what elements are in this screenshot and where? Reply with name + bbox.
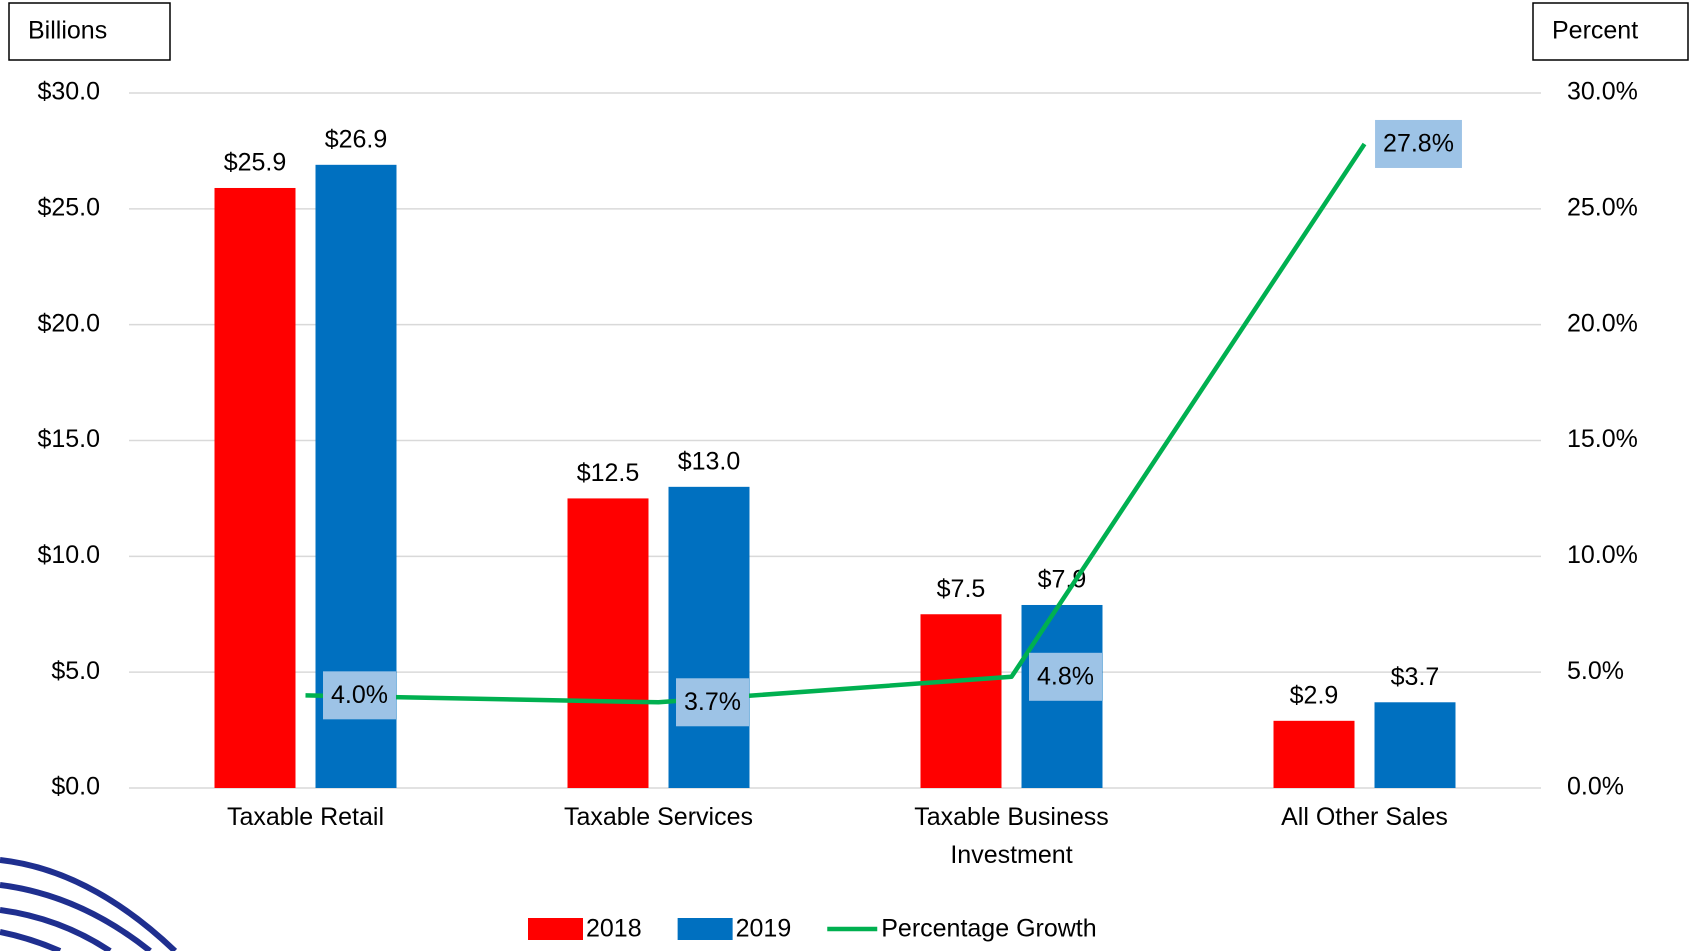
bar-value-label: $12.5 [577, 459, 640, 487]
legend-label: 2018 [586, 915, 642, 943]
legend-swatch [677, 918, 733, 940]
x-tick-label: Taxable Business Investment [914, 803, 1109, 869]
y-tick-label: $10.0 [37, 541, 100, 569]
legend-label: 2019 [736, 915, 792, 943]
logo-decoration [0, 857, 178, 951]
bar-value-label: $13.0 [678, 447, 741, 475]
bar [214, 187, 296, 788]
y-tick-label: $15.0 [37, 425, 100, 453]
line-value-label-group: 27.8% [1375, 119, 1462, 168]
bar [920, 614, 1002, 788]
y-tick-label: $30.0 [37, 78, 100, 106]
line-value-label: 4.0% [331, 681, 388, 709]
line-value-label-group: 3.7% [676, 678, 749, 727]
y2-tick-label: 30.0% [1567, 78, 1638, 106]
line-value-label-group: 4.0% [323, 671, 396, 720]
legend-swatch [528, 918, 583, 940]
line-value-label-group: 4.8% [1029, 652, 1102, 701]
line-value-label-box [323, 671, 396, 720]
x-tick-label: Taxable Retail [226, 803, 385, 831]
y2-tick-label: 0.0% [1567, 773, 1624, 801]
y2-tick-label: 15.0% [1567, 425, 1638, 453]
y-tick-label: $5.0 [51, 657, 100, 685]
bar [1374, 702, 1456, 788]
y2-tick-label: 25.0% [1567, 193, 1638, 221]
bar-value-label: $3.7 [1391, 663, 1440, 691]
y2-tick-label: 20.0% [1567, 309, 1638, 337]
bar-value-label: $2.9 [1290, 681, 1339, 709]
legend: 2018 2019 Percentage Growth [528, 915, 1097, 943]
line-value-label-box [1375, 119, 1462, 168]
y-axis-label: Billions [28, 17, 107, 45]
y2-axis-label-box [1532, 2, 1689, 61]
line-value-label: 27.8% [1383, 130, 1454, 158]
bar [1273, 720, 1355, 788]
line-value-label: 3.7% [684, 688, 741, 716]
y-tick-label: $0.0 [51, 773, 100, 801]
legend-label: Percentage Growth [881, 915, 1096, 943]
y-tick-label: $25.0 [37, 193, 100, 221]
line-value-label: 4.8% [1037, 662, 1094, 690]
bar [668, 486, 750, 788]
bar-value-label: $7.9 [1038, 566, 1087, 594]
y2-axis-label: Percent [1552, 17, 1638, 45]
x-tick-label: Taxable Services [564, 803, 753, 831]
bar-value-label: $25.9 [224, 149, 287, 177]
bar-value-label: $7.5 [937, 575, 986, 603]
line-value-label-box [1029, 652, 1102, 701]
y2-tick-label: 5.0% [1567, 657, 1624, 685]
bar [567, 498, 649, 788]
bar-value-label: $26.9 [325, 125, 388, 153]
x-tick-label: All Other Sales [1281, 803, 1448, 831]
growth-line [305, 142, 1367, 705]
y-tick-label: $20.0 [37, 309, 100, 337]
y-axis-label-box [8, 2, 171, 61]
line-value-label-box [676, 678, 749, 727]
y2-tick-label: 10.0% [1567, 541, 1638, 569]
